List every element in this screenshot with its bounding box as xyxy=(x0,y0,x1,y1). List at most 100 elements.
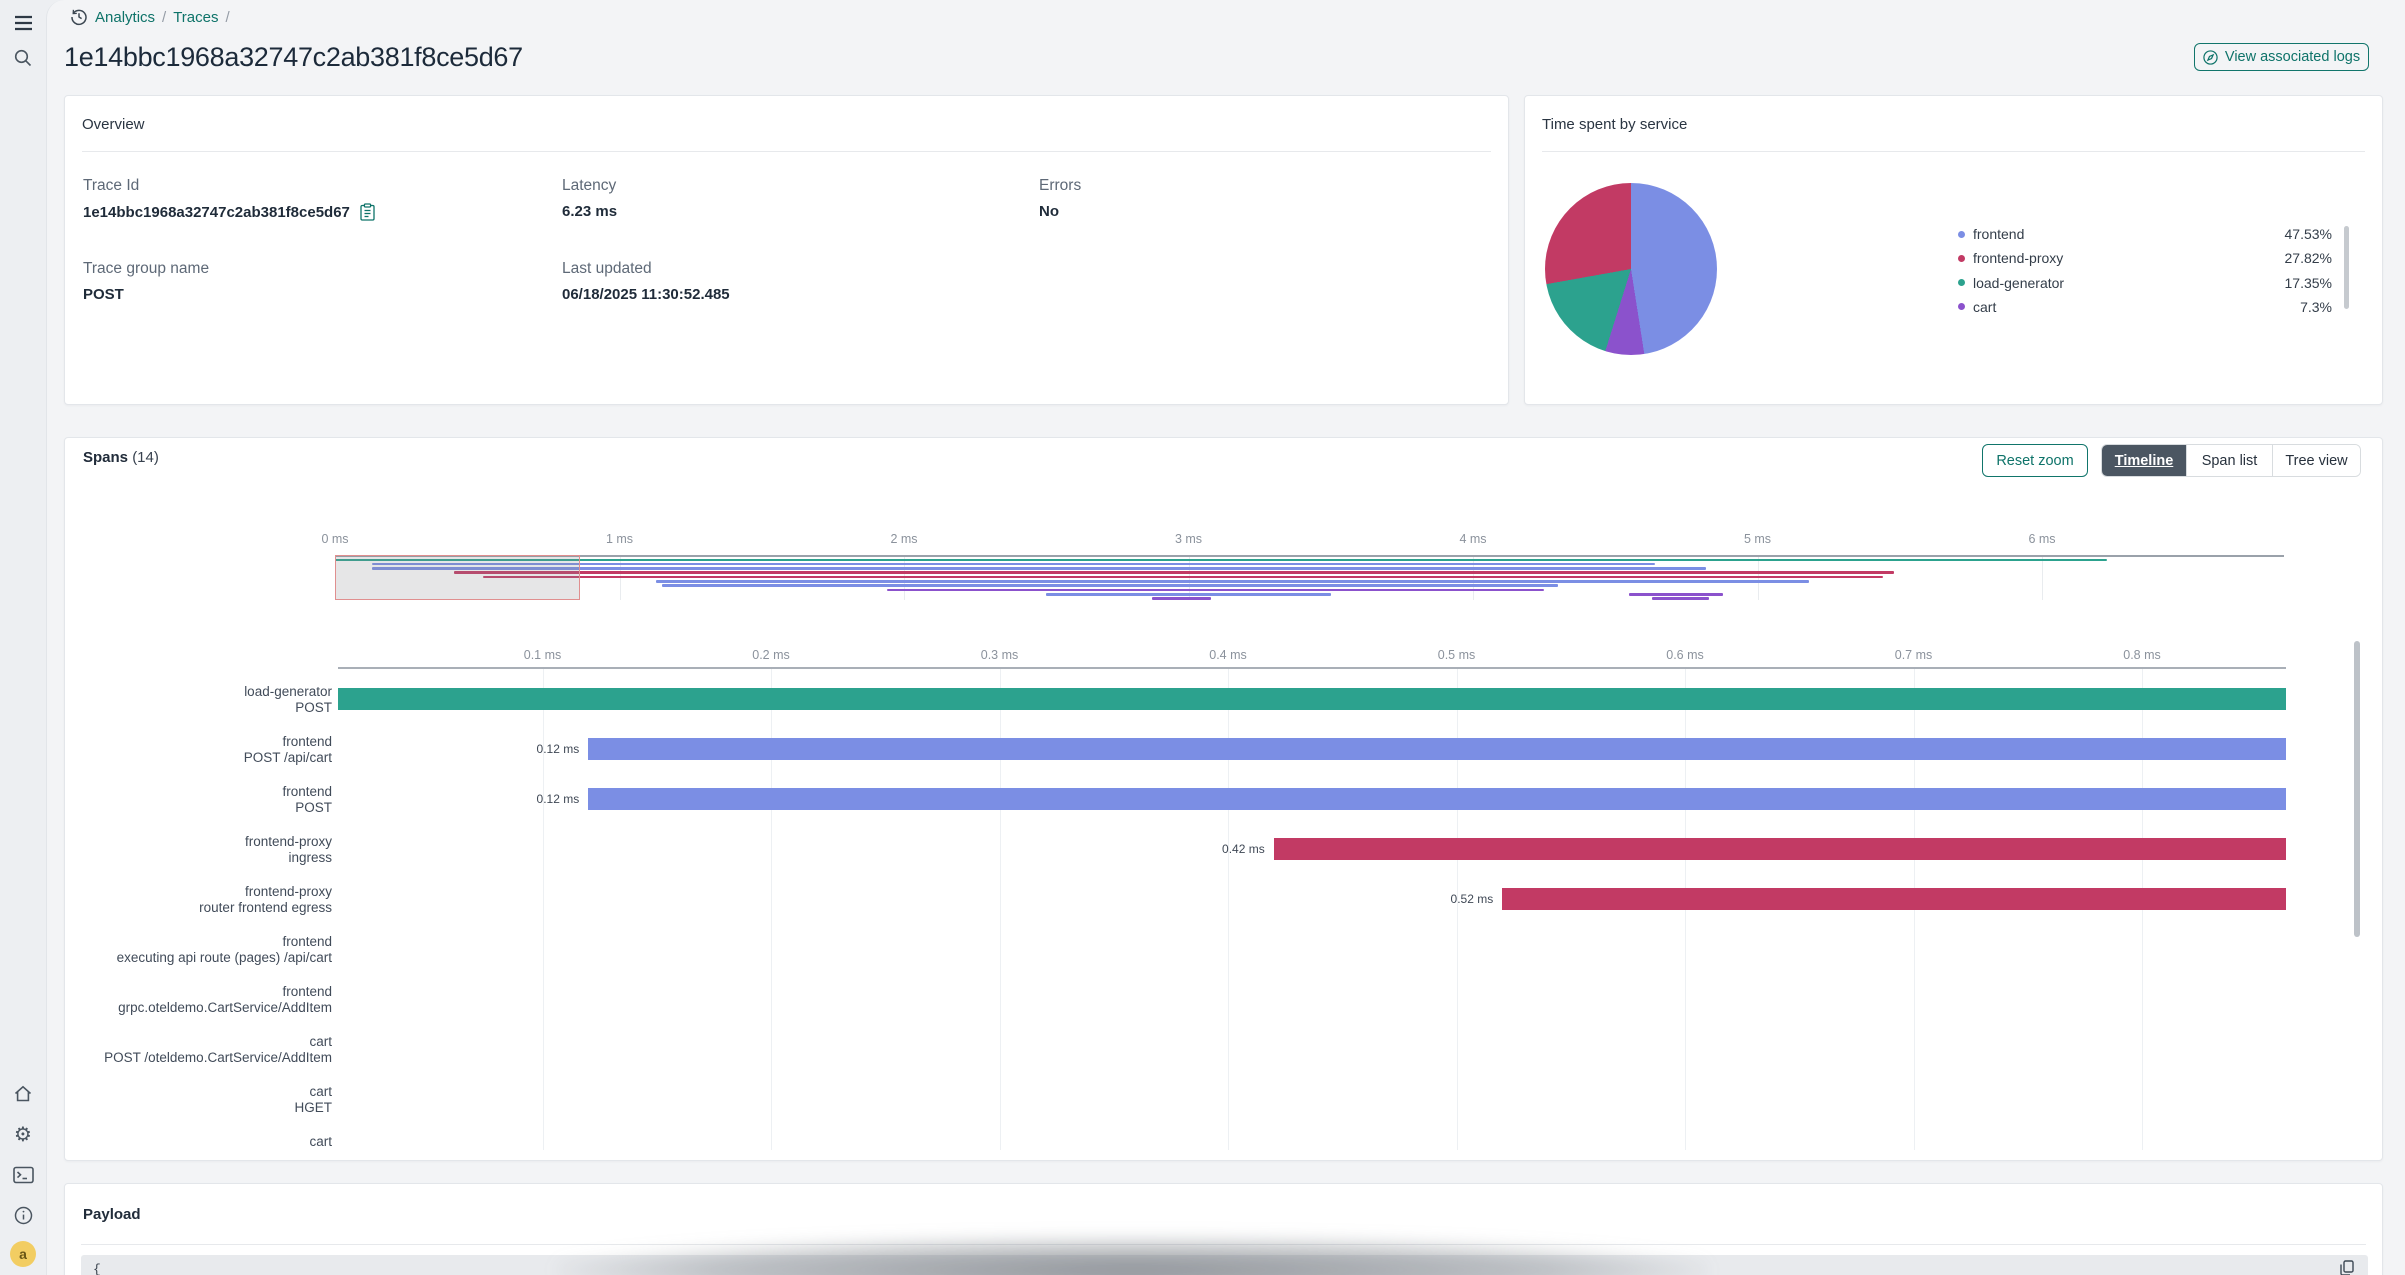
overview-card: Overview Trace Id 1e14bbc1968a32747c2ab38… xyxy=(64,95,1509,405)
time-spent-card-title: Time spent by service xyxy=(1542,116,1688,133)
span-bar[interactable] xyxy=(1273,838,2286,860)
overview-field-value-text: POST xyxy=(83,286,124,303)
info-icon[interactable] xyxy=(0,1206,46,1225)
dev-console-icon[interactable] xyxy=(0,1166,46,1184)
reset-zoom-button[interactable]: Reset zoom xyxy=(1982,444,2088,477)
span-row-operation[interactable]: router frontend egress xyxy=(199,900,332,915)
overview-field-value: 6.23 ms xyxy=(562,203,617,220)
minimap-span-line[interactable] xyxy=(454,571,1895,575)
copy-payload-icon[interactable] xyxy=(2340,1260,2354,1275)
overview-field-value-text: 6.23 ms xyxy=(562,203,618,220)
minimap-span-line[interactable] xyxy=(335,558,2108,562)
main-content: Analytics / Traces / 1e14bbc1968a32747c2ab3… xyxy=(46,0,2405,1275)
history-icon xyxy=(70,8,88,26)
view-associated-logs-button[interactable]: View associated logs xyxy=(2194,43,2369,71)
minimap-span-line[interactable] xyxy=(482,575,1883,579)
legend-dot xyxy=(1958,254,1965,262)
page-title: 1e14bbc1968a32747c2ab381f8ce5d67 xyxy=(64,42,523,72)
span-row-service[interactable]: cart xyxy=(309,1134,332,1149)
span-row-service[interactable]: cart xyxy=(309,1034,332,1049)
breadcrumb-item-traces[interactable]: Traces xyxy=(173,8,219,26)
minimap-span-line[interactable] xyxy=(371,567,1707,570)
minimap-span-line[interactable] xyxy=(1629,592,1724,596)
tab-span-list[interactable]: Span list xyxy=(2187,445,2273,476)
span-bar[interactable] xyxy=(588,738,2286,760)
avatar-letter[interactable]: a xyxy=(10,1241,36,1267)
legend-item-frontend-proxy[interactable]: frontend-proxy xyxy=(1958,248,2332,268)
timeline-tick-label: 0.7 ms xyxy=(1894,648,1933,662)
legend-dot xyxy=(1958,303,1965,311)
legend-item-load-generator[interactable]: load-generator xyxy=(1958,273,2332,293)
span-row-operation[interactable]: executing api route (pages) /api/cart xyxy=(116,950,332,965)
legend-item-cart[interactable]: cart xyxy=(1958,297,2332,317)
minimap-axis xyxy=(335,555,2284,557)
legend-scrollbar[interactable] xyxy=(2344,226,2349,309)
span-row-service[interactable]: frontend xyxy=(282,984,332,999)
minimap-span-line[interactable] xyxy=(662,584,1559,587)
span-row-operation[interactable]: POST xyxy=(295,800,332,815)
span-bar[interactable] xyxy=(588,788,2286,810)
timeline-gridline xyxy=(999,668,1001,1150)
minimap-selection[interactable] xyxy=(335,555,580,600)
breadcrumb-item-analytics[interactable]: Analytics xyxy=(95,8,156,26)
minimap-span-line[interactable] xyxy=(886,588,1545,592)
legend-item-frontend[interactable]: frontend xyxy=(1958,224,2332,244)
spans-header: Spans (14) xyxy=(83,449,159,466)
overview-field-value-text: 06/18/2025 11:30:52.485 xyxy=(562,286,730,303)
span-row-operation[interactable]: POST /oteldemo.CartService/AddItem xyxy=(104,1050,332,1065)
span-row-operation[interactable]: POST /api/cart xyxy=(243,750,332,765)
span-start-offset-label: 0.12 ms xyxy=(536,792,580,806)
span-row-service[interactable]: frontend xyxy=(282,784,332,799)
legend-label: load-generator xyxy=(1973,274,2065,291)
minimap-span-line[interactable] xyxy=(1151,597,1212,600)
overview-field-value: 1e14bbc1968a32747c2ab381f8ce5d67 xyxy=(83,203,375,221)
span-row-service[interactable]: frontend-proxy xyxy=(244,884,332,899)
payload-code-block: { xyxy=(81,1255,2368,1275)
reset-zoom-label: Reset zoom xyxy=(1996,452,2074,469)
payload-card: Payload { xyxy=(64,1183,2383,1275)
span-row-service[interactable]: load-generator xyxy=(244,684,332,699)
overview-field-value-text: 1e14bbc1968a32747c2ab381f8ce5d67 xyxy=(83,203,350,221)
span-row-service[interactable]: frontend xyxy=(282,734,332,749)
span-bar[interactable] xyxy=(1502,888,2286,910)
time-spent-divider xyxy=(1542,151,2365,152)
minimap-tick-label: 0 ms xyxy=(321,532,349,546)
home-icon[interactable] xyxy=(0,1084,46,1103)
spans-title: Spans xyxy=(83,449,129,466)
view-mode-tabs: Timeline Span list Tree view xyxy=(2101,444,2361,477)
span-row-operation[interactable]: POST xyxy=(295,700,332,715)
search-icon[interactable] xyxy=(0,48,46,68)
overview-field-label: Errors xyxy=(1039,177,1082,194)
minimap-span-line[interactable] xyxy=(656,580,1809,583)
payload-title: Payload xyxy=(83,1206,141,1223)
timeline-gridline xyxy=(1228,668,1229,1150)
legend-label: frontend xyxy=(1973,226,2025,242)
minimap-span-line[interactable] xyxy=(1046,592,1331,596)
legend-label: frontend-proxy xyxy=(1973,250,2064,267)
span-row-service[interactable]: cart xyxy=(309,1084,332,1099)
overview-field-label: Trace Id xyxy=(83,177,140,194)
overview-card-title: Overview xyxy=(82,116,145,133)
timeline-tick-label: 0.3 ms xyxy=(980,648,1019,662)
legend-percentage: 27.82% xyxy=(2284,250,2332,267)
overview-field-value: 06/18/2025 11:30:52.485 xyxy=(562,286,730,303)
span-row-service[interactable]: frontend-proxy xyxy=(244,834,332,849)
settings-gear-icon[interactable]: ⚙ xyxy=(14,1122,32,1146)
timeline-scrollbar[interactable] xyxy=(2354,641,2360,937)
overview-field-value: No xyxy=(1039,203,1059,220)
span-row-service[interactable]: frontend xyxy=(282,934,332,949)
minimap-tick-label: 5 ms xyxy=(1743,532,1772,546)
menu-icon[interactable] xyxy=(0,15,46,31)
span-row-operation[interactable]: grpc.oteldemo.CartService/AddItem xyxy=(118,1000,332,1015)
minimap-span-line[interactable] xyxy=(371,562,1656,566)
time-spent-pie-chart[interactable] xyxy=(1545,183,1717,355)
minimap-span-line[interactable] xyxy=(1652,597,1710,600)
span-row-operation[interactable]: ingress xyxy=(288,850,332,865)
tab-tree-view[interactable]: Tree view xyxy=(2273,445,2360,476)
user-avatar[interactable]: a xyxy=(0,1241,46,1267)
span-row-operation[interactable]: HGET xyxy=(294,1100,332,1115)
tab-timeline[interactable]: Timeline xyxy=(2102,445,2187,476)
span-bar[interactable] xyxy=(338,688,2286,710)
copy-trace-id-icon[interactable] xyxy=(360,203,375,221)
